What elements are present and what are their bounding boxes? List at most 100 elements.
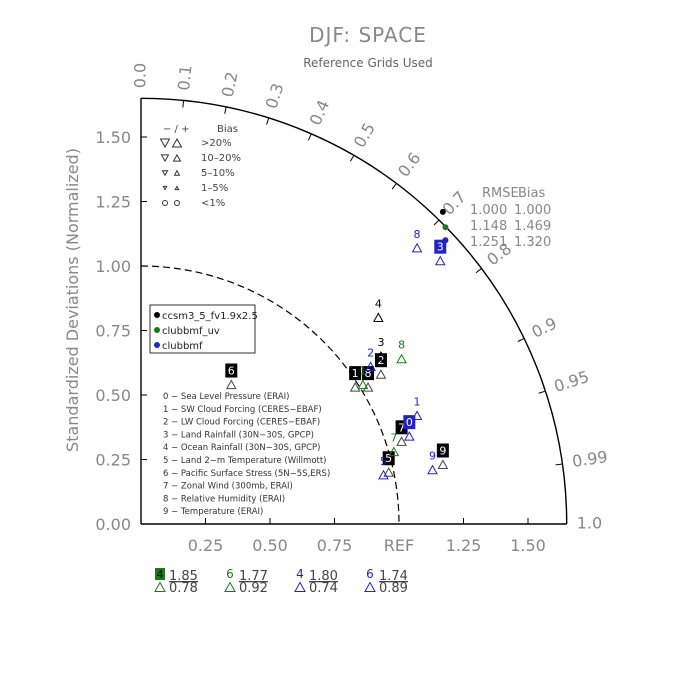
point-triangle (383, 467, 395, 477)
summary-label: 6 (226, 567, 234, 581)
corr-tick (391, 183, 397, 190)
rmse-value: 1.251 (470, 235, 507, 250)
bias-range-label: 1–5% (201, 183, 228, 194)
point-label: 7 (390, 432, 397, 445)
reference-label: REF (384, 536, 414, 555)
corr-tick (224, 106, 227, 114)
x-tick-label: 0.75 (317, 536, 353, 555)
point-triangle (411, 410, 423, 421)
point-label-box (434, 239, 447, 254)
point-label-box (349, 366, 362, 381)
corr-tick-label: 0.0 (131, 63, 150, 88)
rmse-header: RMSE (482, 186, 519, 201)
summary-triangle-icon (294, 581, 306, 592)
variable-label: 3 − Land Rainfall (30N−30S, GPCP) (163, 430, 314, 440)
summary-ratio: 0.92 (239, 581, 268, 596)
point-label: 8 (365, 367, 372, 380)
point-triangle (388, 446, 400, 457)
x-tick-label: 0.25 (188, 536, 224, 555)
point-triangle (378, 469, 389, 480)
summary-ratio: 0.89 (379, 581, 408, 596)
summary-triangle-icon (224, 581, 236, 592)
point-triangle (411, 242, 423, 253)
variable-label: 0 − Sea Level Pressure (ERAI) (163, 392, 290, 402)
point-triangle (349, 382, 361, 392)
bias-minus-icon (162, 185, 168, 191)
y-tick-label: 1.50 (95, 128, 131, 147)
summary-label-box (155, 568, 165, 580)
bias-plus-icon (171, 137, 183, 148)
point-dot (439, 208, 446, 215)
point-label: 2 (377, 354, 384, 367)
bias-legend: − / + Bias >20% 10–20% 5–10% 1–5% <1% (159, 124, 241, 209)
point-label: 1 (414, 395, 421, 408)
point-triangle (403, 431, 415, 441)
bias-summaries: 4 1.850.78 6 1.770.92 4 1.800.74 6 1.740.89 (154, 567, 408, 596)
y-tick-label: 0.50 (95, 386, 131, 405)
point-label: 9 (429, 450, 436, 463)
summary-triangle-icon (364, 581, 376, 592)
y-tick-label: 0.00 (95, 515, 131, 534)
series-marker (154, 312, 160, 318)
bias-range-label: 10–20% (201, 153, 241, 164)
bias-range-label: >20% (201, 138, 232, 149)
point-label: 6 (228, 365, 235, 378)
point-label-box (403, 415, 416, 430)
corr-tick-label: 0.1 (174, 64, 195, 91)
series-name: clubbmf_uv (162, 326, 220, 337)
axes (140, 97, 568, 525)
point-label-box (436, 443, 449, 458)
x-tick-label: 1.25 (446, 536, 482, 555)
corr-tick-label: 0.2 (218, 70, 242, 99)
y-axis-label: Standardized Deviations (Normalized) (63, 148, 82, 452)
bias-minus-icon (159, 138, 171, 149)
summary-value: 1.85 (169, 569, 198, 584)
y-tick-label: 1.00 (95, 257, 131, 276)
reference-arc (140, 265, 400, 525)
point-dot (442, 224, 449, 231)
bias-minus-icon (162, 200, 168, 206)
point-triangle (373, 312, 384, 322)
bias-range-label: <1% (201, 198, 225, 209)
series-name: ccsm3_5_fv1.9x2.5 (162, 311, 258, 322)
point-triangle (427, 464, 438, 475)
rmse-value: 1.000 (470, 203, 507, 218)
point-label-box (362, 366, 375, 381)
summary-triangle-icon (154, 581, 166, 592)
series-marker (154, 342, 160, 348)
rmse-value: 1.148 (470, 219, 507, 234)
bias-plus-icon (174, 200, 180, 206)
series-name: clubbmf (162, 341, 203, 352)
point-label: 3 (437, 241, 444, 254)
point-label: 8 (398, 339, 405, 352)
variable-label: 5 − Land 2−m Temperature (Willmott) (163, 456, 327, 466)
corr-tick (182, 100, 185, 108)
x-tick-label: 0.50 (252, 536, 288, 555)
corr-tick-label: 0.9 (529, 314, 560, 342)
point-label: 1 (359, 365, 366, 378)
point-triangle (396, 436, 407, 446)
point-label: 5 (380, 455, 387, 468)
bias-range-label: 5–10% (201, 168, 235, 179)
point-triangle (375, 351, 387, 361)
point-triangle (365, 361, 376, 372)
corr-tick (517, 337, 525, 342)
point-label: 2 (367, 346, 374, 359)
summary-value: 1.80 (309, 569, 338, 584)
corr-tick-label: 0.3 (262, 81, 288, 111)
variable-label: 4 − Ocean Rainfall (30N−30S, GPCP) (163, 443, 320, 453)
variable-legend: 0 − Sea Level Pressure (ERAI) 1 − SW Clou… (163, 392, 330, 517)
chart-title: DJF: SPACE (309, 23, 427, 47)
corr-tick-label: 0.4 (306, 97, 334, 128)
series-marker (154, 327, 160, 333)
variable-label: 1 − SW Cloud Forcing (CERES−EBAF) (163, 405, 322, 415)
point-label: 7 (398, 421, 405, 434)
point-triangle (375, 369, 387, 379)
corr-tick (349, 155, 355, 162)
summary-value: 1.74 (379, 569, 408, 584)
summary-label: 6 (366, 567, 374, 581)
